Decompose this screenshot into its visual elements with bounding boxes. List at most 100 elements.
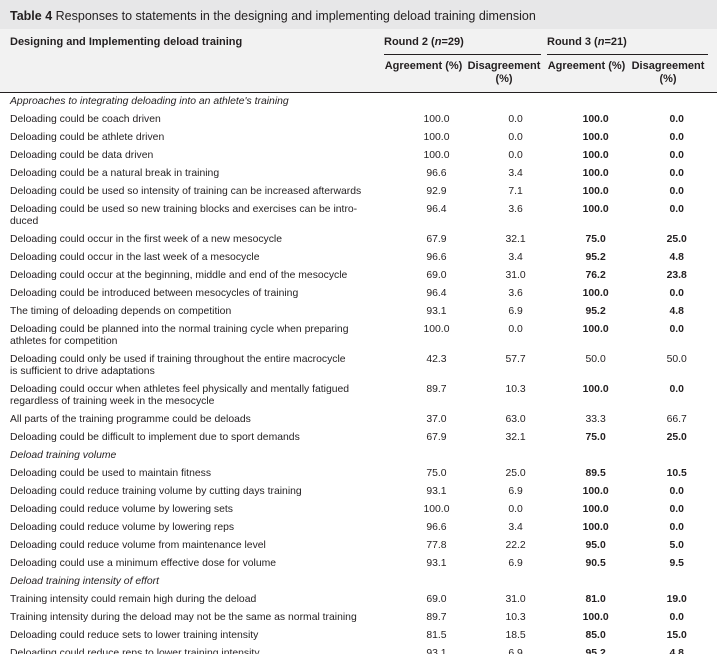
round2-disagreement-cell: 22.2 (505, 540, 526, 551)
round3-disagreement-cell: 0.0 (669, 384, 684, 395)
round2-disagreement-cell: 0.0 (508, 324, 523, 335)
table-row: Deloading could reduce sets to lower tra… (0, 627, 717, 645)
statement-text: Deloading could occur in the first week … (10, 234, 283, 245)
round2-agreement-cell: 100.0 (423, 504, 450, 515)
round2-disagreement-cell: 7.1 (508, 186, 523, 197)
table-row: Deloading could be coach driven 100.0 0.0 1… (0, 111, 717, 129)
table-row: All parts of the training programme coul… (0, 411, 717, 429)
round3-disagreement-cell: 0.0 (669, 186, 684, 197)
table-row: Deloading could be data driven 100.0 0.0 10… (0, 147, 717, 165)
table-row: Deloading could reduce volume by lowerin… (0, 519, 717, 537)
statement-cell: Deloading could occur at the beginning, … (0, 267, 385, 285)
statement-text: Deloading could occur at the beginning, … (10, 270, 348, 281)
round3-agreement-cell: 100.0 (582, 168, 609, 179)
table-row: Deloading could occur in the first week … (0, 231, 717, 249)
round2-agreement-cell: 89.7 (426, 612, 447, 623)
round2-n: n (434, 36, 442, 48)
header-rule (0, 92, 717, 93)
round3-disagreement-cell: 9.5 (669, 558, 684, 569)
round2-agreement-cell: 93.1 (426, 486, 447, 497)
statement-cell: Deloading could be introduced between me… (0, 285, 385, 303)
table-header: Designing and Implementing deload traini… (0, 29, 717, 93)
round3-agreement-cell: 100.0 (582, 150, 609, 161)
round3-agreement-cell: 33.3 (585, 414, 606, 425)
round2-disagreement-cell: 3.4 (508, 522, 523, 533)
statement-text: Deloading could reduce volume by lowerin… (10, 522, 235, 533)
column-header-r2-agreement: Agreement (%) (384, 60, 463, 72)
statement-cell: Deloading could be coach driven (0, 111, 385, 129)
round3-agreement-cell: 95.2 (585, 252, 606, 263)
round2-disagreement-cell: 0.0 (508, 504, 523, 515)
round3-agreement-cell: 100.0 (582, 114, 609, 125)
round3-disagreement-cell: 0.0 (669, 114, 684, 125)
round2-disagreement-cell: 0.0 (508, 132, 523, 143)
round3-disagreement-cell: 5.0 (669, 540, 684, 551)
round2-agreement-cell: 96.6 (426, 168, 447, 179)
round3-disagreement-cell: 0.0 (669, 504, 684, 515)
table-row: Deloading could be used to maintain fitn… (0, 465, 717, 483)
round2-agreement-cell: 93.1 (426, 558, 447, 569)
round2-disagreement-cell: 57.7 (505, 354, 526, 365)
table-row: Deloading could be introduced between me… (0, 285, 717, 303)
section-row: Deload training intensity of effort (0, 573, 717, 591)
statement-cell: Deloading could occur when athletes feel… (0, 381, 385, 411)
round3-disagreement-cell: 0.0 (669, 150, 684, 161)
table-row: Deloading could be planned into the norm… (0, 321, 717, 351)
round2-agreement-cell: 96.6 (426, 522, 447, 533)
statement-cell: Deloading could be used so new training … (0, 201, 385, 231)
round3-agreement-cell: 81.0 (585, 594, 606, 605)
round3-agreement-cell: 75.0 (585, 432, 606, 443)
column-header-round2: Round 2 (n=29) (384, 36, 544, 48)
table-row: The timing of deloading depends on compe… (0, 303, 717, 321)
round3-disagreement-cell: 15.0 (666, 630, 687, 641)
table-row: Deloading could be used so intensity of … (0, 183, 717, 201)
round3-agreement-cell: 100.0 (582, 612, 609, 623)
statement-text-continued: athletes for competition (10, 336, 118, 347)
table-row: Training intensity could remain high dur… (0, 591, 717, 609)
statement-cell: Deloading could occur in the last week o… (0, 249, 385, 267)
statement-text: Deloading could be used so intensity of … (10, 186, 362, 197)
statement-text: Deloading could be a natural break in tr… (10, 168, 220, 179)
round3-agreement-cell: 85.0 (585, 630, 606, 641)
round3-disagreement-cell: 0.0 (669, 324, 684, 335)
round2-disagreement-cell: 31.0 (505, 594, 526, 605)
round3-disagreement-cell: 66.7 (666, 414, 687, 425)
round3-agreement-cell: 50.0 (585, 354, 606, 365)
round3-agreement-cell: 76.2 (585, 270, 606, 281)
statement-cell: Deloading could reduce sets to lower tra… (0, 627, 385, 645)
statement-text: All parts of the training programme coul… (10, 414, 251, 425)
section-row: Approaches to integrating deloading into… (0, 93, 717, 111)
statement-cell: Deloading could reduce volume from maint… (0, 537, 385, 555)
round2-agreement-cell: 75.0 (426, 468, 447, 479)
round3-disagreement-cell: 4.8 (669, 648, 684, 654)
statement-cell: Training intensity during the deload may… (0, 609, 385, 627)
column-header-r3-disagreement: Disagreement (%) (628, 60, 708, 86)
round2-agreement-cell: 100.0 (423, 324, 450, 335)
statement-text: Deloading could reduce training volume b… (10, 486, 302, 497)
round2-disagreement-cell: 25.0 (505, 468, 526, 479)
round2-agreement-cell: 67.9 (426, 432, 447, 443)
statement-cell: Deloading could be used so intensity of … (0, 183, 385, 201)
r2-disagreement-line2: (%) (495, 73, 513, 85)
statement-cell: Deloading could use a minimum effective … (0, 555, 385, 573)
statement-cell: Deloading could be used to maintain fitn… (0, 465, 385, 483)
table-row: Deloading could reduce volume by lowerin… (0, 501, 717, 519)
round3-disagreement-cell: 25.0 (666, 234, 687, 245)
round2-disagreement-cell: 6.9 (508, 486, 523, 497)
statement-text: Deloading could reduce reps to lower tra… (10, 648, 260, 654)
round2-agreement-cell: 96.4 (426, 288, 447, 299)
statement-cell: Deloading could reduce volume by lowerin… (0, 501, 385, 519)
table-row: Deloading could use a minimum effective … (0, 555, 717, 573)
statement-cell: All parts of the training programme coul… (0, 411, 385, 429)
column-header-round3: Round 3 (n=21) (547, 36, 712, 48)
round2-disagreement-cell: 3.4 (508, 168, 523, 179)
round2-disagreement-cell: 3.6 (508, 288, 523, 299)
round3-agreement-cell: 95.0 (585, 540, 606, 551)
statement-cell: Deloading could be data driven (0, 147, 385, 165)
statement-text: Deloading could reduce sets to lower tra… (10, 630, 259, 641)
round2-agreement-cell: 93.1 (426, 648, 447, 654)
round3-disagreement-cell: 0.0 (669, 486, 684, 497)
table-caption-text: Responses to statements in the designing… (55, 9, 536, 23)
table-row: Deloading could reduce reps to lower tra… (0, 645, 717, 654)
